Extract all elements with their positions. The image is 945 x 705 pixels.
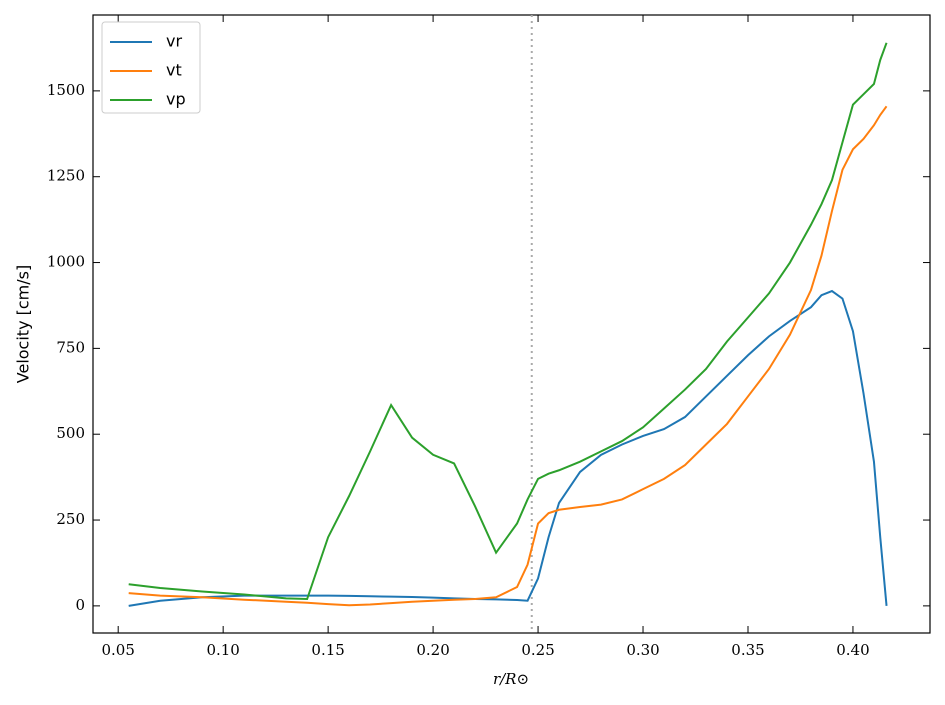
y-axis-label: Velocity [cm/s] <box>14 265 33 383</box>
series-line <box>128 105 888 607</box>
legend-label: vr <box>166 32 182 51</box>
x-tick-label: 0.20 <box>416 641 449 659</box>
y-tick-label: 1000 <box>47 253 85 271</box>
legend-label: vp <box>166 90 186 109</box>
x-tick-label: 0.15 <box>311 641 344 659</box>
legend-label: vt <box>166 61 182 80</box>
x-axis-label: r/R⊙ <box>493 670 529 688</box>
series-line <box>128 289 888 607</box>
x-tick-label: 0.05 <box>101 641 134 659</box>
x-tick-label: 0.30 <box>626 641 659 659</box>
x-tick-label: 0.35 <box>731 641 764 659</box>
y-tick-label: 750 <box>56 338 85 356</box>
series-line <box>128 42 888 601</box>
x-tick-label: 0.40 <box>836 641 869 659</box>
y-tick-label: 1250 <box>47 167 85 185</box>
x-tick-label: 0.10 <box>206 641 239 659</box>
y-tick-label: 0 <box>75 596 85 614</box>
y-tick-label: 500 <box>56 424 85 442</box>
plot-frame <box>92 14 931 634</box>
y-tick-label: 1500 <box>47 81 85 99</box>
x-tick-label: 0.25 <box>521 641 554 659</box>
legend-box <box>101 21 201 114</box>
y-tick-label: 250 <box>56 510 85 528</box>
